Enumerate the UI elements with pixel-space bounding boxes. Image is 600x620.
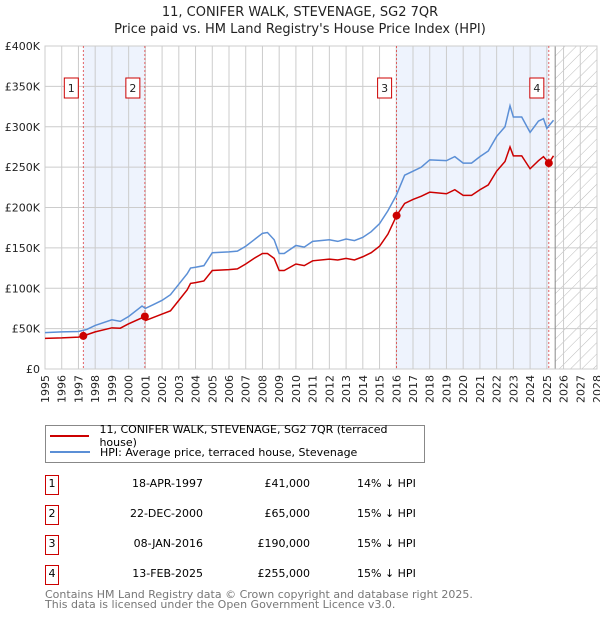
x-tick-label: 2008 (256, 375, 269, 403)
x-tick-label: 2027 (574, 375, 587, 403)
transaction-number: 1 (45, 475, 59, 495)
x-tick-label: 2010 (290, 375, 303, 403)
y-tick-label: £150K (5, 242, 41, 255)
transaction-number: 4 (45, 565, 59, 585)
x-tick-label: 2003 (173, 375, 186, 403)
x-tick-label: 1996 (56, 375, 69, 403)
x-tick-label: 2014 (357, 375, 370, 403)
x-tick-label: 2025 (541, 375, 554, 403)
series-line (44, 102, 555, 334)
legend-swatch-blue (50, 451, 90, 453)
y-tick-label: £50K (12, 323, 41, 336)
y-tick-label: £300K (5, 121, 41, 134)
x-tick-label: 1998 (89, 375, 102, 403)
transaction-row: 4 13-FEB-2025 £255,000 15% ↓ HPI (45, 565, 445, 585)
sale-marker-box (529, 77, 545, 99)
transaction-price: £190,000 (257, 537, 311, 550)
y-tick-label: £400K (5, 40, 41, 53)
x-tick-label: 1999 (106, 375, 119, 403)
transaction-hpi-diff: 15% ↓ HPI (357, 567, 416, 580)
transaction-date: 08-JAN-2016 (133, 537, 203, 550)
x-tick-label: 2000 (123, 375, 136, 403)
x-tick-label: 2004 (190, 375, 203, 403)
legend-swatch-red (50, 435, 90, 437)
chart-subtitle: Price paid vs. HM Land Registry's House … (114, 22, 486, 37)
y-tick-label: £250K (5, 161, 41, 174)
x-tick-label: 2005 (206, 375, 219, 403)
transaction-row: 1 18-APR-1997 £41,000 14% ↓ HPI (45, 475, 445, 495)
x-tick-label: 2018 (424, 375, 437, 403)
transaction-price: £65,000 (264, 507, 311, 520)
transaction-date: 22-DEC-2000 (129, 507, 203, 520)
sale-marker-box (377, 77, 393, 99)
x-tick-label: 2020 (457, 375, 470, 403)
transaction-price: £41,000 (264, 477, 311, 490)
footer-line-2: This data is licensed under the Open Gov… (45, 598, 396, 611)
x-tick-label: 2024 (524, 375, 537, 403)
transaction-row: 2 22-DEC-2000 £65,000 15% ↓ HPI (45, 505, 445, 525)
legend-item-property: 11, CONIFER WALK, STEVENAGE, SG2 7QR (te… (50, 423, 424, 449)
sale-point (140, 312, 149, 321)
x-tick-label: 2012 (323, 375, 336, 403)
sale-marker-label: 1 (68, 82, 75, 95)
legend-item-hpi: HPI: Average price, terraced house, Stev… (50, 444, 357, 460)
x-tick-label: 2026 (558, 375, 571, 403)
footer: Contains HM Land Registry data © Crown c… (45, 588, 473, 611)
transaction-date: 18-APR-1997 (131, 477, 203, 490)
footer-line-1: Contains HM Land Registry data © Crown c… (45, 588, 473, 601)
x-tick-label: 2006 (223, 375, 236, 403)
x-tick-label: 2019 (440, 375, 453, 403)
x-tick-label: 2011 (307, 375, 320, 403)
x-tick-label: 2016 (390, 375, 403, 403)
sale-marker-box (125, 77, 141, 99)
transaction-row: 3 08-JAN-2016 £190,000 15% ↓ HPI (45, 535, 445, 555)
x-tick-label: 2015 (374, 375, 387, 403)
transaction-price: £255,000 (257, 567, 311, 580)
y-tick-label: £0 (26, 363, 40, 376)
x-tick-label: 2021 (474, 375, 487, 403)
plot-frame (44, 45, 598, 370)
x-tick-label: 2002 (156, 375, 169, 403)
transaction-hpi-diff: 14% ↓ HPI (357, 477, 416, 490)
x-tick-label: 2022 (491, 375, 504, 403)
sale-point (544, 159, 553, 168)
sale-point (392, 211, 401, 220)
legend-label: HPI: Average price, terraced house, Stev… (100, 445, 358, 459)
x-tick-label: 2028 (591, 375, 600, 403)
transaction-hpi-diff: 15% ↓ HPI (357, 537, 416, 550)
sale-marker-label: 3 (381, 82, 388, 95)
y-tick-label: £100K (5, 282, 41, 295)
x-tick-label: 2001 (139, 375, 152, 403)
sale-point (79, 331, 88, 340)
x-tick-label: 1997 (72, 375, 85, 403)
legend-label: 11, CONIFER WALK, STEVENAGE, SG2 7QR (te… (99, 423, 388, 449)
price-chart: 1995 1996 1997 1998 1999 2000 2001 2002 2003 2004… (5, 40, 600, 403)
transaction-date: 13-FEB-2025 (132, 567, 203, 580)
x-tick-label: 2017 (407, 375, 420, 403)
y-tick-label: £350K (5, 80, 41, 93)
chart-title: 11, CONIFER WALK, STEVENAGE, SG2 7QR (161, 5, 439, 20)
transaction-number: 2 (45, 505, 59, 525)
x-tick-label: 2013 (340, 375, 353, 403)
sale-marker-label: 2 (129, 82, 136, 95)
x-tick-label: 1995 (39, 375, 52, 403)
transaction-number: 3 (45, 535, 59, 555)
legend: 11, CONIFER WALK, STEVENAGE, SG2 7QR (te… (45, 423, 425, 463)
sale-marker-box (63, 77, 79, 99)
x-tick-label: 2023 (507, 375, 520, 403)
x-tick-label: 2007 (240, 375, 253, 403)
y-tick-label: £200K (5, 202, 41, 215)
transaction-hpi-diff: 15% ↓ HPI (357, 507, 416, 520)
sale-marker-label: 4 (533, 82, 540, 95)
series-line (44, 144, 555, 340)
x-tick-label: 2009 (273, 375, 286, 403)
